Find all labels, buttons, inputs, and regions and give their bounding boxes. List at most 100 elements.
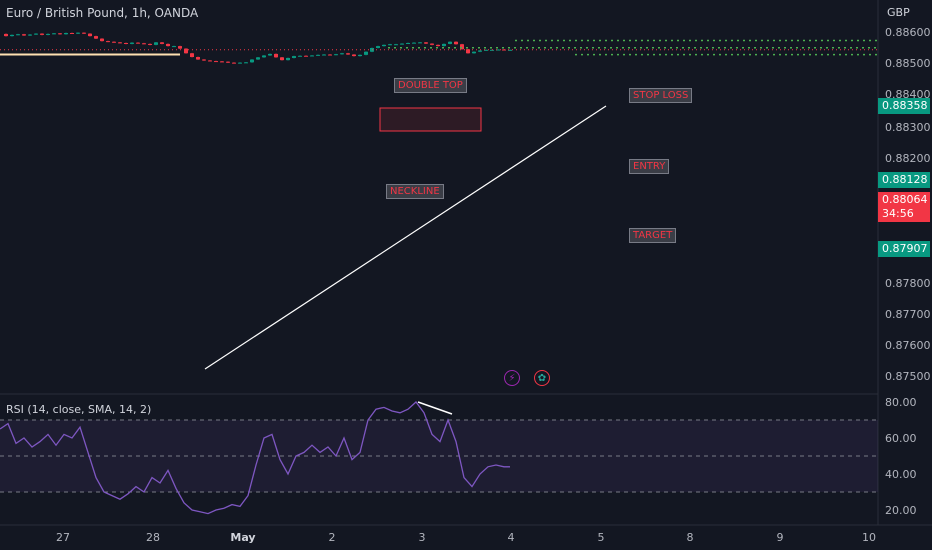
candle-body (4, 33, 8, 37)
candle-body (190, 53, 194, 58)
time-tick: 5 (597, 531, 605, 544)
candle-body (172, 46, 176, 48)
candle-body (394, 44, 398, 46)
candle-body (268, 53, 272, 56)
candle-body (298, 55, 302, 57)
candle-body (304, 55, 308, 57)
candle-body (130, 42, 134, 44)
candle-body (76, 32, 80, 34)
candle-body (148, 43, 152, 45)
candle-body (340, 53, 344, 55)
candle-body (94, 36, 98, 39)
candle-body (442, 43, 446, 47)
candle-body (160, 42, 164, 44)
candle-body (250, 59, 254, 63)
stop-loss-price-label: 0.88358 (878, 98, 930, 114)
candle-body (454, 41, 458, 45)
price-tick: 0.87800 (885, 277, 931, 290)
time-tick: 10 (862, 531, 876, 544)
price-tick: 0.87700 (885, 308, 931, 321)
candle-body (316, 54, 320, 56)
candle-body (256, 57, 260, 60)
candle-body (226, 61, 230, 63)
candle-body (64, 33, 68, 35)
time-tick: 3 (418, 531, 426, 544)
candle-body (448, 41, 452, 44)
candle-body (472, 51, 476, 54)
candle-body (334, 54, 338, 56)
candle-body (244, 62, 248, 64)
rsi-divergence-line (417, 401, 453, 415)
stop-loss-label[interactable]: STOP LOSS (629, 88, 693, 103)
candle-body (208, 60, 212, 62)
candle-body (40, 33, 44, 35)
candle-body (496, 49, 500, 51)
neckline-label[interactable]: NECKLINE (386, 184, 444, 199)
candle-body (322, 54, 326, 56)
lightning-icon[interactable]: ⚡ (504, 370, 520, 386)
candle-body (10, 34, 14, 37)
candle-body (220, 61, 224, 63)
candle-body (436, 44, 440, 47)
rsi-tick: 40.00 (885, 468, 917, 481)
candle-body (232, 62, 236, 64)
candle-body (112, 41, 116, 43)
bar-countdown: 34:56 (882, 207, 914, 220)
symbol-title[interactable]: Euro / British Pound, 1h, OANDA (6, 6, 199, 20)
candle-body (34, 33, 38, 35)
candle-body (424, 42, 428, 44)
entry-price-label: 0.88128 (878, 172, 930, 188)
indicator-icon[interactable]: ✿ (534, 370, 550, 386)
candlestick-series (4, 32, 512, 64)
time-tick: 2 (328, 531, 336, 544)
candle-body (382, 44, 386, 47)
double-top-box (379, 107, 482, 132)
price-tick: 0.88400 (885, 88, 931, 101)
candle-body (280, 57, 284, 61)
price-tick: 0.88200 (885, 152, 931, 165)
candle-body (466, 49, 470, 54)
target-label[interactable]: TARGET (629, 228, 677, 243)
candle-body (406, 42, 410, 44)
candle-body (274, 53, 278, 58)
currency-label: GBP (887, 6, 910, 19)
candle-body (106, 41, 110, 43)
candle-body (508, 49, 512, 51)
candle-body (136, 42, 140, 44)
candle-body (22, 34, 26, 36)
candle-body (418, 42, 422, 44)
target-price-label: 0.87907 (878, 241, 930, 257)
candle-body (184, 48, 188, 54)
time-tick: 28 (146, 531, 160, 544)
candle-body (376, 46, 380, 48)
candle-body (364, 51, 368, 55)
rsi-line (0, 401, 510, 515)
time-tick: May (230, 531, 256, 544)
candle-body (58, 33, 62, 35)
candle-body (154, 42, 158, 45)
candle-body (484, 49, 488, 51)
candle-body (118, 42, 122, 44)
candle-body (478, 50, 482, 52)
candle-body (430, 43, 434, 45)
candle-body (214, 61, 218, 63)
rsi-title[interactable]: RSI (14, close, SMA, 14, 2) (6, 403, 152, 416)
candle-body (202, 59, 206, 61)
candle-body (388, 44, 392, 46)
double-top-label[interactable]: DOUBLE TOP (394, 78, 467, 93)
candle-body (70, 33, 74, 34)
candle-body (352, 54, 356, 57)
candle-body (28, 34, 32, 36)
price-tick: 0.88600 (885, 26, 931, 39)
rsi-tick: 80.00 (885, 396, 917, 409)
candle-body (292, 56, 296, 58)
price-tick: 0.88300 (885, 121, 931, 134)
candle-body (88, 33, 92, 37)
candle-body (358, 54, 362, 57)
time-tick: 9 (776, 531, 784, 544)
candle-body (82, 32, 86, 34)
entry-label[interactable]: ENTRY (629, 159, 670, 174)
candle-body (328, 54, 332, 56)
rsi-tick: 60.00 (885, 432, 917, 445)
